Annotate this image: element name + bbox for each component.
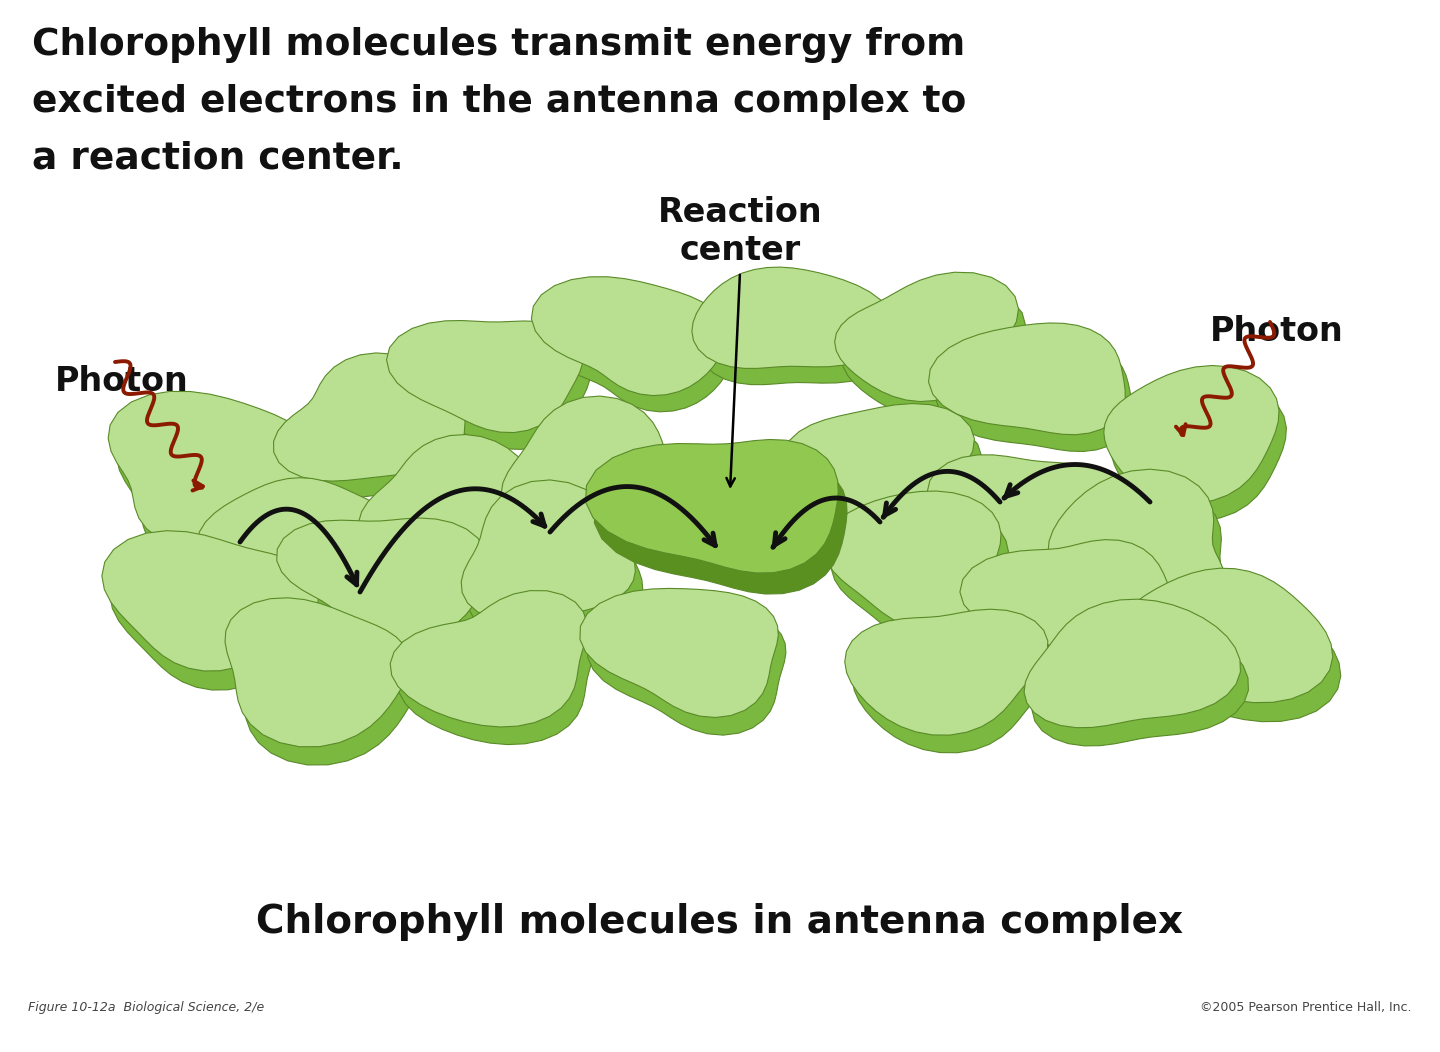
Polygon shape <box>968 558 1184 684</box>
Polygon shape <box>580 588 778 717</box>
Polygon shape <box>397 608 595 745</box>
Polygon shape <box>102 530 320 671</box>
Polygon shape <box>274 352 465 481</box>
Polygon shape <box>1032 618 1248 746</box>
Polygon shape <box>1104 365 1279 503</box>
Text: Figure 10-12a  Biological Science, 2/e: Figure 10-12a Biological Science, 2/e <box>27 1000 265 1013</box>
Polygon shape <box>783 404 975 537</box>
Polygon shape <box>1056 487 1233 634</box>
Polygon shape <box>588 606 786 735</box>
Polygon shape <box>831 509 1008 648</box>
Polygon shape <box>366 452 552 586</box>
Text: Reaction
center: Reaction center <box>658 196 822 267</box>
Polygon shape <box>1024 600 1240 728</box>
Polygon shape <box>1112 383 1286 521</box>
Polygon shape <box>276 518 488 643</box>
Polygon shape <box>791 421 982 554</box>
Polygon shape <box>359 434 544 568</box>
Polygon shape <box>1115 568 1333 703</box>
Polygon shape <box>117 410 325 565</box>
Polygon shape <box>281 370 472 499</box>
Polygon shape <box>927 454 1142 569</box>
Text: a reaction center.: a reaction center. <box>32 141 403 177</box>
Text: Photon: Photon <box>55 365 189 399</box>
Polygon shape <box>935 472 1149 587</box>
Polygon shape <box>691 267 894 368</box>
Polygon shape <box>204 495 431 618</box>
Polygon shape <box>225 598 410 747</box>
Polygon shape <box>284 537 495 661</box>
Text: Photon: Photon <box>1210 316 1344 348</box>
Polygon shape <box>824 491 1001 630</box>
Polygon shape <box>508 413 680 553</box>
Polygon shape <box>390 590 588 727</box>
Text: Chlorophyll molecules transmit energy from: Chlorophyll molecules transmit energy fr… <box>32 27 965 63</box>
Polygon shape <box>586 440 838 573</box>
Polygon shape <box>1048 469 1225 616</box>
Polygon shape <box>1123 587 1341 722</box>
Polygon shape <box>386 321 583 432</box>
Polygon shape <box>539 294 733 411</box>
Polygon shape <box>393 338 590 449</box>
Polygon shape <box>461 480 635 622</box>
Polygon shape <box>698 283 901 385</box>
Polygon shape <box>531 277 726 396</box>
Polygon shape <box>845 609 1048 735</box>
Polygon shape <box>197 478 422 599</box>
Polygon shape <box>852 627 1056 753</box>
Polygon shape <box>233 616 418 765</box>
Polygon shape <box>108 391 317 546</box>
Polygon shape <box>842 288 1025 418</box>
Polygon shape <box>468 498 642 640</box>
Polygon shape <box>501 396 672 537</box>
Text: Chlorophyll molecules in antenna complex: Chlorophyll molecules in antenna complex <box>256 903 1184 940</box>
Text: ©2005 Pearson Prentice Hall, Inc.: ©2005 Pearson Prentice Hall, Inc. <box>1201 1000 1413 1013</box>
Polygon shape <box>929 323 1125 434</box>
Polygon shape <box>936 340 1132 451</box>
Text: excited electrons in the antenna complex to: excited electrons in the antenna complex… <box>32 84 966 120</box>
Polygon shape <box>595 461 847 594</box>
Polygon shape <box>109 550 327 690</box>
Polygon shape <box>835 272 1018 402</box>
Polygon shape <box>960 540 1175 666</box>
